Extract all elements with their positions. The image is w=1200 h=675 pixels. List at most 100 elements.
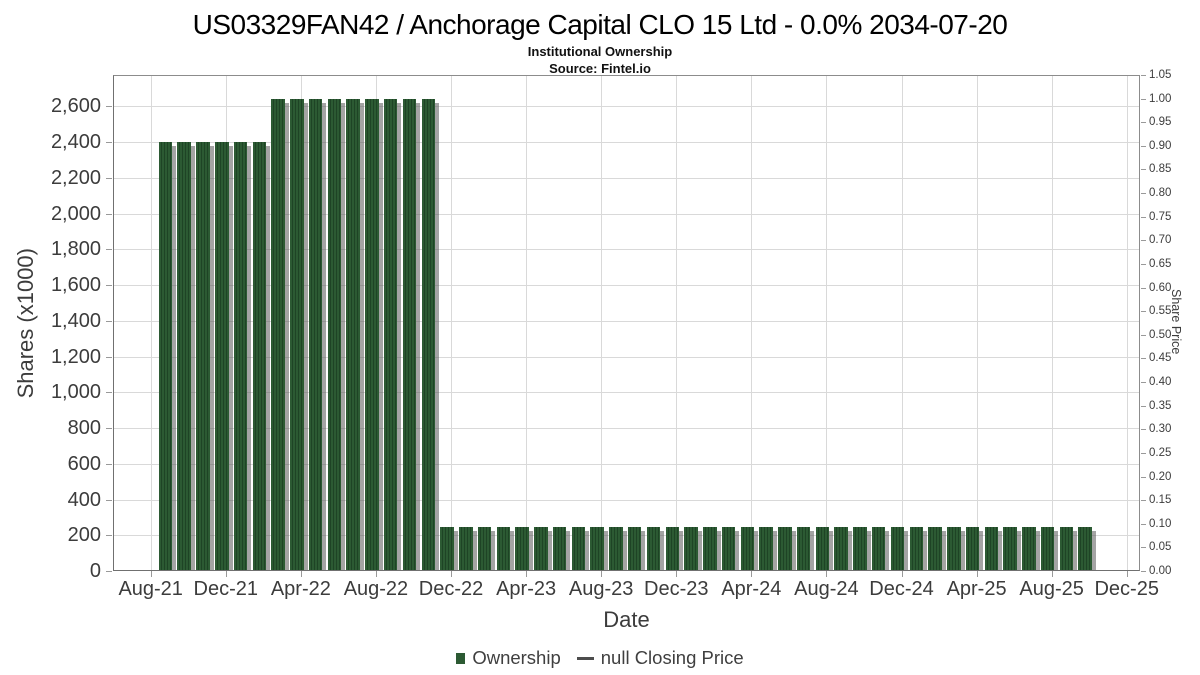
ownership-bar[interactable]: [740, 527, 755, 570]
ownership-bar[interactable]: [459, 527, 473, 570]
ownership-bar[interactable]: [609, 527, 623, 570]
gridline-v: [601, 76, 603, 570]
ownership-bar[interactable]: [271, 99, 285, 570]
x-axis-tick-label: Dec-25: [1094, 578, 1159, 600]
x-axis-title: Date: [603, 607, 650, 632]
ownership-bar[interactable]: [477, 527, 492, 570]
ownership-bar[interactable]: [327, 99, 342, 570]
gridline-h: [114, 499, 1139, 501]
gridline-h: [114, 177, 1139, 179]
ownership-bar[interactable]: [778, 527, 792, 570]
ownership-bar[interactable]: [1040, 527, 1055, 570]
x-axis-tick-label: Aug-23: [568, 578, 634, 600]
x-axis-tick-label: Aug-21: [118, 578, 183, 600]
x-axis-tick-label: Apr-24: [721, 578, 782, 600]
ownership-bar[interactable]: [177, 142, 191, 570]
plot-area: [113, 75, 1140, 571]
y2-axis-tick: [1141, 547, 1146, 549]
y-axis-tick-label: 200: [67, 524, 101, 547]
gridline-h: [114, 213, 1139, 215]
ownership-bar[interactable]: [646, 527, 661, 570]
y-axis-tick: [106, 320, 112, 322]
legend-item-ownership[interactable]: Ownership: [456, 647, 561, 669]
y-axis-tick-label: 2,200: [50, 166, 101, 189]
x-axis-tick: [451, 571, 453, 577]
chart-source: Source: Fintel.io: [549, 61, 651, 76]
gridline-h: [114, 249, 1139, 251]
ownership-bar[interactable]: [890, 527, 905, 570]
ownership-bar[interactable]: [290, 99, 304, 570]
y2-axis-tick: [1141, 216, 1146, 218]
ownership-bar[interactable]: [684, 527, 698, 570]
ownership-bar[interactable]: [759, 527, 773, 570]
ownership-bar[interactable]: [421, 99, 435, 570]
y-axis-tick-label: 800: [67, 417, 101, 439]
x-axis-tick: [1051, 571, 1053, 577]
ownership-bar[interactable]: [853, 527, 867, 570]
x-axis-tick: [601, 571, 603, 577]
ownership-bar[interactable]: [440, 527, 454, 570]
y2-axis-tick: [1141, 405, 1146, 407]
y-axis-tick: [106, 392, 112, 394]
ownership-bar[interactable]: [815, 527, 830, 570]
gridline-h: [114, 463, 1139, 465]
ownership-bar[interactable]: [1059, 527, 1074, 570]
gridline-h: [114, 285, 1139, 287]
ownership-bar[interactable]: [571, 527, 586, 570]
gridline-h: [114, 356, 1139, 358]
y-axis-tick: [106, 571, 112, 572]
y2-axis-tick-label: 0.60: [1149, 281, 1172, 294]
ownership-bar[interactable]: [834, 527, 848, 570]
y-axis-tick: [106, 356, 112, 358]
ownership-bar[interactable]: [196, 142, 210, 570]
ownership-bar[interactable]: [665, 527, 679, 570]
x-axis-tick: [300, 571, 302, 577]
y-axis-tick: [106, 249, 112, 251]
y2-axis-tick-label: 1.05: [1149, 69, 1172, 81]
ownership-bar[interactable]: [947, 527, 961, 570]
y2-axis-tick-label: 0.65: [1149, 257, 1172, 270]
y2-axis-tick: [1141, 193, 1146, 195]
y2-axis-tick: [1141, 500, 1146, 502]
ownership-bar[interactable]: [1022, 527, 1036, 570]
ownership-bar[interactable]: [158, 142, 173, 570]
y2-axis-tick-label: 0.15: [1149, 494, 1172, 507]
ownership-bar[interactable]: [871, 527, 886, 570]
ownership-bar[interactable]: [346, 99, 360, 570]
ownership-bar[interactable]: [928, 527, 942, 570]
ownership-bar[interactable]: [627, 527, 642, 570]
ownership-bar[interactable]: [308, 99, 323, 570]
x-axis-tick-label: Aug-25: [1019, 578, 1084, 600]
ownership-bar[interactable]: [534, 527, 548, 570]
ownership-bar[interactable]: [1003, 527, 1017, 570]
ownership-bar[interactable]: [796, 527, 811, 570]
ownership-bar[interactable]: [590, 527, 604, 570]
x-axis-tick-label: Dec-22: [418, 578, 484, 600]
ownership-bar[interactable]: [215, 142, 229, 570]
y-axis-tick-label: 1,800: [50, 238, 101, 261]
ownership-bar[interactable]: [402, 99, 417, 570]
ownership-bar[interactable]: [515, 527, 529, 570]
x-axis-tick: [526, 571, 528, 577]
y2-axis-tick: [1141, 311, 1146, 313]
y2-axis-tick-label: 0.95: [1149, 116, 1172, 129]
ownership-bar[interactable]: [365, 99, 379, 570]
ownership-bar[interactable]: [552, 527, 567, 570]
x-axis-tick: [826, 571, 828, 577]
ownership-bar[interactable]: [252, 142, 267, 570]
gridline-v: [1126, 76, 1128, 570]
y-axis-tick: [106, 463, 112, 465]
ownership-bar[interactable]: [496, 527, 511, 570]
ownership-bar[interactable]: [965, 527, 980, 570]
ownership-bar[interactable]: [233, 142, 248, 570]
x-axis-tick-label: Dec-24: [869, 578, 934, 600]
ownership-bar[interactable]: [721, 527, 736, 570]
ownership-bar[interactable]: [383, 99, 398, 570]
ownership-bar[interactable]: [703, 527, 717, 570]
ownership-bar[interactable]: [1078, 527, 1092, 570]
x-axis-tick: [150, 571, 152, 577]
y-axis-tick-label: 600: [67, 452, 101, 475]
ownership-bar[interactable]: [909, 527, 924, 570]
ownership-bar[interactable]: [984, 527, 999, 570]
legend-item-closing-price[interactable]: null Closing Price: [576, 647, 744, 669]
